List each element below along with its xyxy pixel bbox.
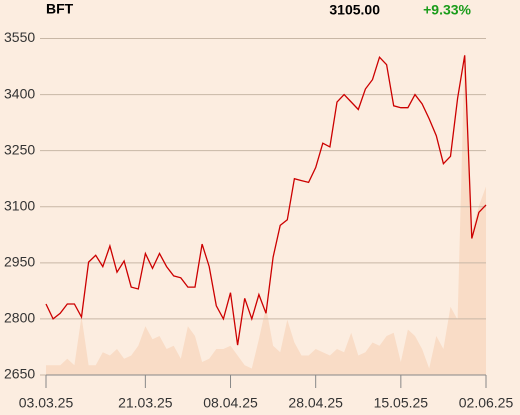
y-tick-label: 2650 [4,366,35,382]
chart-title: BFT [46,1,74,17]
y-tick-label: 2950 [4,254,35,270]
y-tick-label: 2800 [4,310,35,326]
x-tick-label: 08.04.25 [203,395,258,411]
last-price: 3105.00 [329,2,380,18]
change: +9.33% [423,2,471,18]
y-tick-label: 3250 [4,141,35,157]
y-tick-label: 3100 [4,197,35,213]
y-tick-label: 3400 [4,85,35,101]
price-line [45,55,487,346]
x-tick-label: 03.03.25 [19,395,74,411]
x-tick-label: 15.05.25 [374,395,429,411]
x-tick-label: 28.04.25 [288,395,343,411]
y-tick-label: 3550 [4,29,35,45]
x-tick-label: 21.03.25 [118,395,173,411]
x-tick-label: 02.06.25 [459,395,514,411]
